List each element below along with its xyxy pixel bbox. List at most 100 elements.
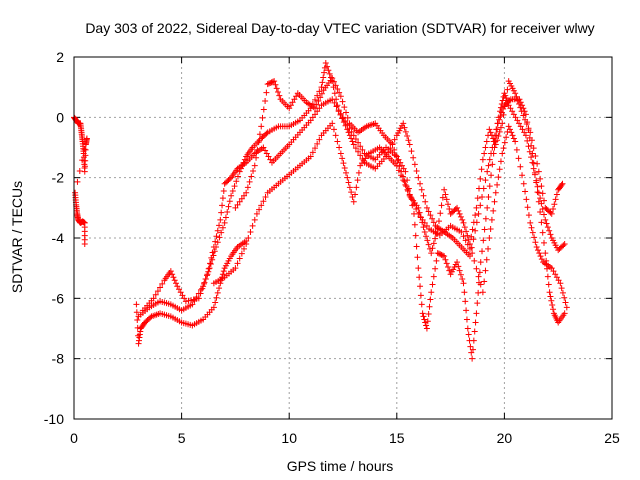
x-tick-label: 20: [497, 430, 513, 446]
data-point: [176, 286, 183, 293]
data-point: [561, 310, 568, 317]
data-point: [404, 187, 411, 194]
data-point: [228, 192, 235, 199]
data-point: [424, 318, 431, 325]
data-point: [353, 184, 360, 191]
data-point: [406, 141, 413, 148]
data-point: [557, 280, 564, 287]
data-point: [253, 210, 260, 217]
data-point: [497, 113, 504, 120]
data-point: [470, 337, 477, 344]
data-point: [484, 204, 491, 211]
data-point: [538, 256, 545, 263]
data-point: [442, 256, 449, 263]
data-point: [503, 134, 510, 141]
data-point: [514, 97, 521, 104]
data-point: [159, 280, 166, 287]
data-point: [213, 233, 220, 240]
data-point: [536, 250, 543, 257]
data-point: [560, 242, 567, 249]
data-point: [348, 189, 355, 196]
data-point: [269, 78, 276, 85]
data-point: [441, 253, 448, 260]
y-tick-label: -4: [52, 230, 65, 246]
data-point: [359, 146, 366, 153]
data-point: [213, 294, 220, 301]
data-point: [262, 147, 269, 154]
data-point: [335, 107, 342, 114]
data-point: [218, 229, 225, 236]
data-point: [152, 291, 159, 298]
data-point: [199, 285, 206, 292]
data-point: [205, 265, 212, 272]
data-point: [510, 111, 517, 118]
data-point: [525, 143, 532, 150]
data-point: [263, 150, 270, 157]
data-point: [226, 175, 233, 182]
data-point: [210, 304, 217, 311]
data-point: [182, 298, 189, 305]
data-point: [548, 297, 555, 304]
data-point: [413, 243, 420, 250]
data-point: [505, 123, 512, 130]
data-point: [232, 204, 239, 211]
data-point: [432, 265, 439, 272]
data-points: [71, 60, 570, 362]
data-point: [477, 259, 484, 266]
data-point: [170, 274, 177, 281]
data-point: [476, 269, 483, 276]
data-point: [214, 289, 221, 296]
data-point: [520, 105, 527, 112]
data-point: [244, 184, 251, 191]
data-point: [234, 260, 241, 267]
data-point: [555, 277, 562, 284]
data-point: [462, 237, 469, 244]
data-point: [433, 257, 440, 264]
data-point: [499, 150, 506, 157]
data-point: [443, 196, 450, 203]
data-point: [421, 219, 428, 226]
data-point: [424, 237, 431, 244]
data-point: [204, 271, 211, 278]
data-point: [469, 226, 476, 233]
data-point: [459, 216, 466, 223]
data-point: [177, 289, 184, 296]
data-point: [456, 267, 463, 274]
data-point: [408, 148, 415, 155]
data-point: [465, 236, 472, 243]
data-point: [348, 135, 355, 142]
data-point: [214, 239, 221, 246]
data-point: [439, 252, 446, 259]
data-point: [486, 126, 493, 133]
data-point: [258, 123, 265, 130]
data-point: [421, 316, 428, 323]
data-point: [236, 198, 243, 205]
data-point: [527, 219, 534, 226]
data-point: [446, 267, 453, 274]
data-point: [314, 92, 321, 99]
data-point: [469, 346, 476, 353]
data-point: [314, 108, 321, 115]
data-point: [420, 224, 427, 231]
data-point: [410, 154, 417, 161]
data-point: [488, 132, 495, 139]
data-point: [418, 186, 425, 193]
data-point: [393, 162, 400, 169]
data-point: [462, 298, 469, 305]
data-point: [479, 248, 486, 255]
data-point: [337, 110, 344, 117]
data-point: [214, 227, 221, 234]
data-point: [413, 168, 420, 175]
data-point: [562, 299, 569, 306]
data-point: [534, 189, 541, 196]
data-point: [484, 168, 491, 175]
data-point: [428, 250, 435, 257]
data-point: [398, 168, 405, 175]
data-point: [396, 163, 403, 170]
data-point: [174, 283, 181, 290]
data-point: [527, 129, 534, 136]
data-point: [463, 316, 470, 323]
data-point: [488, 216, 495, 223]
data-point: [256, 131, 263, 138]
